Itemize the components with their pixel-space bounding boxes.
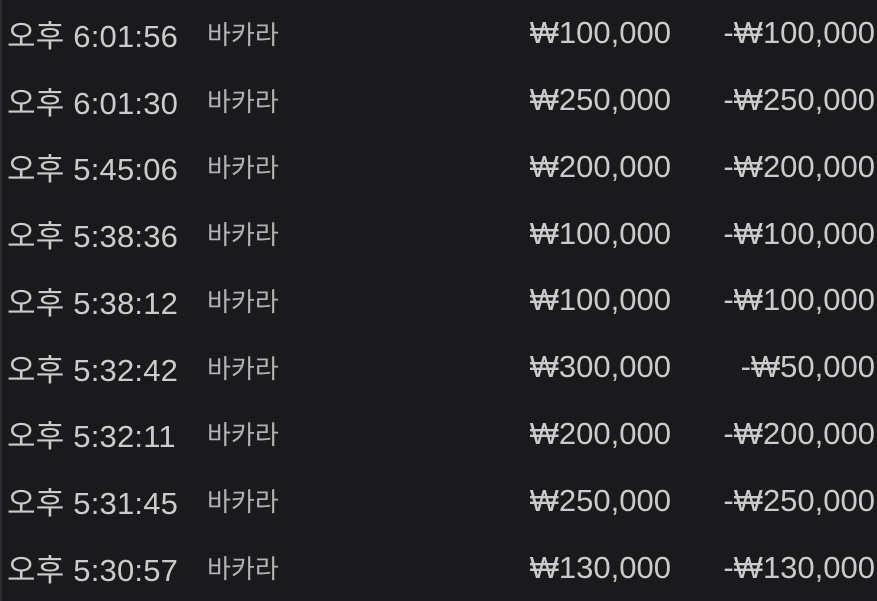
bet-history-row: 오후 5:45:06 바카라 ₩200,000 -₩200,000: [2, 134, 877, 201]
bet-history-row: 오후 6:01:30 바카라 ₩250,000 -₩250,000: [2, 67, 877, 134]
bet-history-row: 오후 6:01:56 바카라 ₩100,000 -₩100,000: [2, 0, 877, 67]
balance-change: -₩100,000: [723, 15, 875, 51]
balance-change: -₩50,000: [740, 349, 875, 385]
bet-time: 오후 5:45:06: [7, 152, 179, 188]
balance-change: -₩100,000: [723, 215, 875, 251]
bet-time: 오후 5:32:42: [7, 352, 179, 388]
bet-history-row: 오후 5:32:11 바카라 ₩200,000 -₩200,000: [2, 401, 877, 468]
bet-amount: ₩130,000: [529, 549, 671, 585]
game-name: 바카라: [207, 153, 279, 184]
game-name: 바카라: [207, 220, 279, 251]
bet-time: 오후 5:30:57: [7, 553, 179, 588]
game-name: 바카라: [207, 86, 279, 117]
balance-change: -₩250,000: [723, 82, 875, 118]
bet-amount: ₩300,000: [529, 349, 671, 385]
balance-change: -₩100,000: [723, 282, 875, 318]
bet-history-row: 오후 5:38:36 바카라 ₩100,000 -₩100,000: [2, 200, 877, 267]
bet-history-row: 오후 5:31:45 바카라 ₩250,000 -₩250,000: [2, 467, 877, 534]
bet-time: 오후 5:32:11: [7, 419, 176, 455]
bet-time: 오후 6:01:56: [7, 18, 179, 54]
game-name: 바카라: [207, 353, 279, 384]
game-name: 바카라: [207, 487, 279, 518]
balance-change: -₩250,000: [723, 482, 875, 518]
balance-change: -₩200,000: [723, 148, 875, 184]
bet-history-row: 오후 5:30:57 바카라 ₩130,000 -₩130,000: [2, 534, 877, 601]
bet-time: 오후 5:38:12: [7, 285, 179, 321]
bet-time: 오후 5:38:36: [7, 219, 179, 255]
balance-change: -₩200,000: [723, 415, 875, 451]
bet-time: 오후 6:01:30: [7, 85, 179, 121]
game-name: 바카라: [207, 420, 279, 451]
bet-amount: ₩100,000: [529, 15, 671, 51]
game-name: 바카라: [207, 286, 279, 317]
game-name: 바카라: [207, 554, 279, 584]
bet-amount: ₩250,000: [529, 482, 671, 518]
bet-history-row: 오후 5:32:42 바카라 ₩300,000 -₩50,000: [2, 334, 877, 401]
bet-amount: ₩250,000: [529, 82, 671, 118]
balance-change: -₩130,000: [723, 549, 875, 585]
bet-time: 오후 5:31:45: [7, 486, 179, 522]
bet-amount: ₩100,000: [529, 282, 671, 318]
game-name: 바카라: [207, 19, 279, 50]
bet-history-row: 오후 5:38:12 바카라 ₩100,000 -₩100,000: [2, 267, 877, 334]
bet-amount: ₩100,000: [529, 215, 671, 251]
bet-amount: ₩200,000: [529, 415, 671, 451]
bet-amount: ₩200,000: [529, 148, 671, 184]
